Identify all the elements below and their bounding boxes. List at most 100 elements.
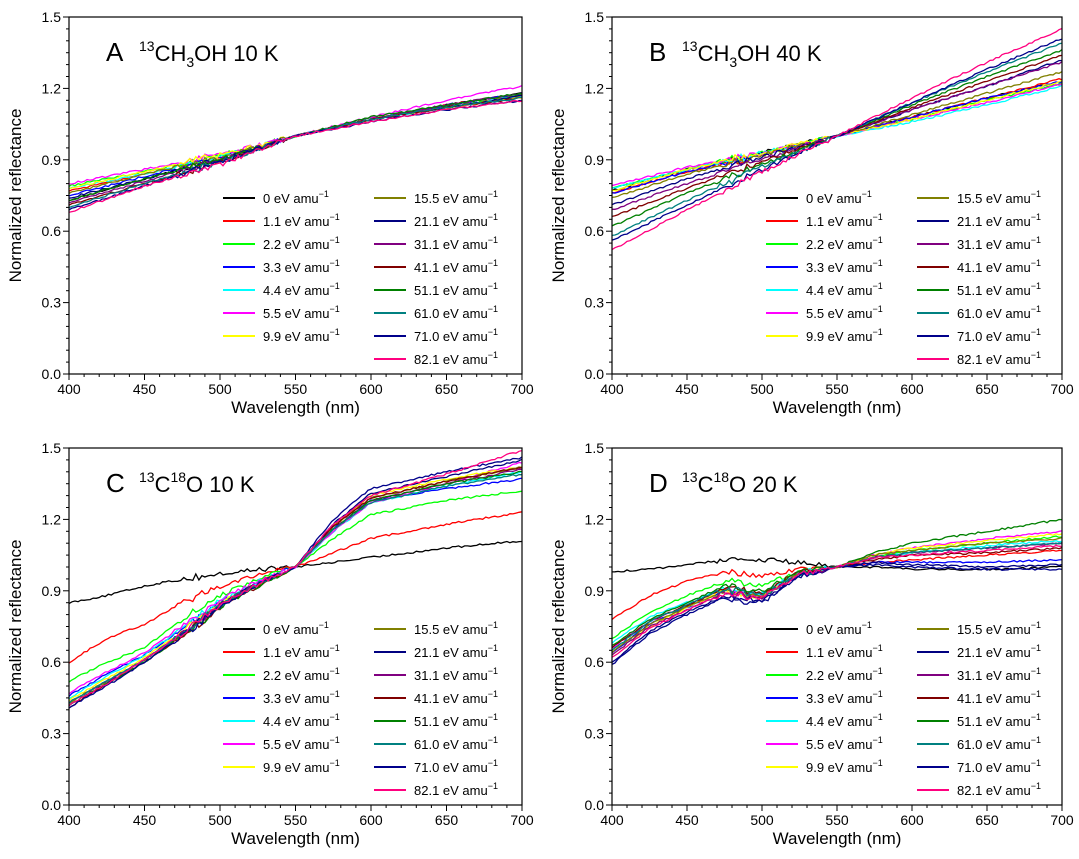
legend-item: 82.1 eV amu−1 [374,781,498,798]
x-tick-label: 700 [1050,381,1074,397]
legend-item: 9.9 eV amu−1 [223,327,340,344]
y-tick-label: 0.0 [585,797,605,813]
panel-title: 13CH3OH 10 K [139,38,279,70]
legend-item: 9.9 eV amu−1 [766,327,883,344]
series-line [69,511,522,664]
series-line [69,449,522,707]
legend-label: 3.3 eV amu−1 [263,689,340,706]
legend-label: 61.0 eV amu−1 [957,735,1041,752]
x-axis: 400 450 500 550 600 650 700 Wavelength (nm) [57,374,534,417]
legend-label: 9.9 eV amu−1 [263,327,340,344]
legend-item: 21.1 eV amu−1 [374,212,498,229]
legend-item: 41.1 eV amu−1 [374,689,498,706]
x-tick-label: 700 [510,381,534,397]
legend-item: 1.1 eV amu−1 [223,212,340,229]
x-axis-label: Wavelength (nm) [773,398,902,417]
legend-item: 31.1 eV amu−1 [374,666,498,683]
x-tick-label: 450 [675,812,699,828]
x-tick-label: 500 [208,381,232,397]
legend-item: 9.9 eV amu−1 [766,758,883,775]
legend-label: 51.1 eV amu−1 [957,281,1041,298]
series-lines [612,27,1062,251]
legend-label: 51.1 eV amu−1 [414,712,498,729]
legend-label: 0 eV amu−1 [263,620,329,637]
legend-label: 71.0 eV amu−1 [414,327,498,344]
series-line [69,540,522,605]
x-tick-label: 650 [435,812,459,828]
x-axis: 400 450 500 550 600 650 700 Wavelength (nm) [600,805,1074,848]
legend-label: 15.5 eV amu−1 [414,620,498,637]
legend-item: 15.5 eV amu−1 [917,189,1041,206]
x-axis-label: Wavelength (nm) [231,829,360,848]
y-axis: 0.0 0.3 0.6 0.9 1.2 1.5 Normalized reflectance [549,9,612,382]
legend-item: 1.1 eV amu−1 [223,643,340,660]
panel-letter: A [106,37,124,67]
x-tick-label: 500 [208,812,232,828]
legend-label: 4.4 eV amu−1 [806,281,883,298]
y-tick-label: 1.2 [585,511,605,527]
legend-item: 51.1 eV amu−1 [917,281,1041,298]
legend-label: 71.0 eV amu−1 [957,758,1041,775]
legend-label: 51.1 eV amu−1 [414,281,498,298]
legend-label: 15.5 eV amu−1 [414,189,498,206]
y-axis-label: Normalized reflectance [6,109,25,283]
x-tick-label: 450 [133,381,157,397]
y-axis: 0.0 0.3 0.6 0.9 1.2 1.5 Normalized reflectance [6,440,69,813]
legend: 0 eV amu−1 1.1 eV amu−1 2.2 eV amu−1 3.3 eV… [223,620,498,798]
x-axis-label: Wavelength (nm) [231,398,360,417]
y-tick-label: 0.9 [585,152,605,168]
legend-label: 82.1 eV amu−1 [957,781,1041,798]
legend-item: 9.9 eV amu−1 [223,758,340,775]
x-tick-label: 550 [284,381,308,397]
series-line [612,42,1062,237]
legend-label: 41.1 eV amu−1 [957,689,1041,706]
legend-label: 41.1 eV amu−1 [414,689,498,706]
legend-label: 31.1 eV amu−1 [957,666,1041,683]
x-tick-label: 600 [359,812,383,828]
legend-item: 21.1 eV amu−1 [374,643,498,660]
x-tick-label: 550 [825,812,849,828]
legend-label: 9.9 eV amu−1 [263,758,340,775]
y-tick-label: 0.6 [42,654,62,670]
legend-label: 61.0 eV amu−1 [957,304,1041,321]
y-tick-label: 1.2 [585,80,605,96]
legend-item: 71.0 eV amu−1 [374,758,498,775]
legend-label: 51.1 eV amu−1 [957,712,1041,729]
legend-label: 1.1 eV amu−1 [806,212,883,229]
legend-label: 2.2 eV amu−1 [806,666,883,683]
legend-item: 4.4 eV amu−1 [766,281,883,298]
legend-item: 3.3 eV amu−1 [766,258,883,275]
legend-label: 82.1 eV amu−1 [414,350,498,367]
x-tick-label: 600 [359,381,383,397]
y-tick-label: 1.2 [42,511,62,527]
x-tick-label: 650 [435,381,459,397]
y-tick-label: 0.3 [585,295,605,311]
legend-item: 2.2 eV amu−1 [223,235,340,252]
x-tick-label: 450 [675,381,699,397]
legend-label: 4.4 eV amu−1 [263,281,340,298]
legend-item: 31.1 eV amu−1 [917,666,1041,683]
legend: 0 eV amu−1 1.1 eV amu−1 2.2 eV amu−1 3.3 eV… [766,189,1041,367]
legend-item: 41.1 eV amu−1 [917,689,1041,706]
legend-label: 4.4 eV amu−1 [806,712,883,729]
legend-label: 5.5 eV amu−1 [263,304,340,321]
legend-label: 31.1 eV amu−1 [957,235,1041,252]
y-tick-label: 1.2 [42,80,62,96]
legend-item: 31.1 eV amu−1 [374,235,498,252]
legend-label: 0 eV amu−1 [806,189,872,206]
legend-item: 0 eV amu−1 [223,189,329,206]
legend-item: 21.1 eV amu−1 [917,643,1041,660]
x-tick-label: 400 [600,381,624,397]
legend-label: 4.4 eV amu−1 [263,712,340,729]
legend-label: 61.0 eV amu−1 [414,304,498,321]
legend: 0 eV amu−1 1.1 eV amu−1 2.2 eV amu−1 3.3 eV… [223,189,498,367]
legend-item: 5.5 eV amu−1 [766,304,883,321]
series-lines [69,85,522,213]
legend-item: 2.2 eV amu−1 [766,666,883,683]
legend-label: 15.5 eV amu−1 [957,189,1041,206]
legend-item: 61.0 eV amu−1 [374,304,498,321]
legend-item: 82.1 eV amu−1 [917,781,1041,798]
panel-title: 13C18O 20 K [682,469,798,497]
